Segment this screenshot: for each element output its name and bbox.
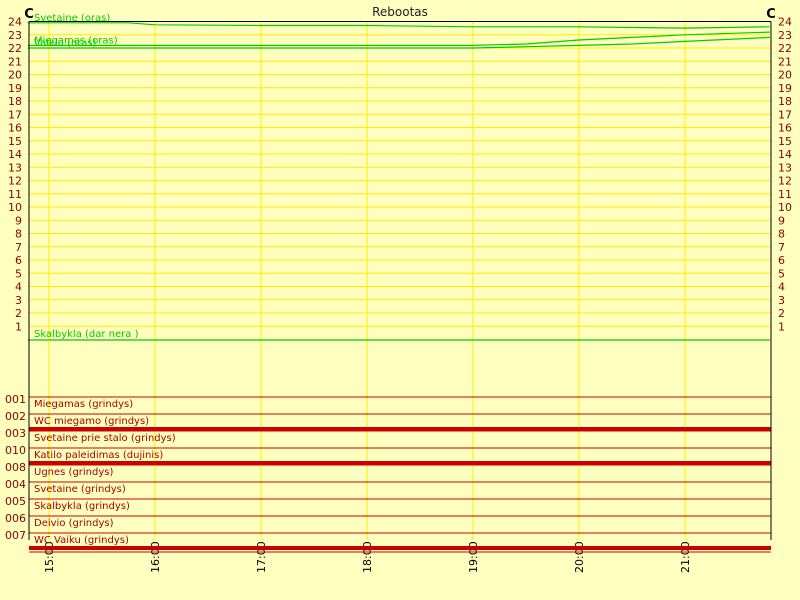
y-tick-label-right: 22 [778,42,792,55]
status-row-label: Deivio (grindys) [34,518,114,529]
status-row-label: Svetaine (grindys) [34,484,126,495]
y-tick-label-right: 2 [778,307,785,320]
status-row-code: 003 [5,427,26,440]
y-tick-label-right: 4 [778,281,785,294]
chart-title: Rebootas [372,5,428,19]
y-tick-label-right: 6 [778,254,785,267]
y-tick-label-left: 11 [8,188,22,201]
y-tick-label-right: 1 [778,320,785,333]
series-label: Miegamas (oras) [34,35,118,46]
y-tick-label-right: 13 [778,161,792,174]
y-tick-label-left: 13 [8,161,22,174]
y-tick-label-left: 9 [15,214,22,227]
y-tick-label-right: 3 [778,294,785,307]
y-tick-label-right: 5 [778,267,785,280]
y-tick-label-left: 18 [8,95,22,108]
y-tick-label-left: 2 [15,307,22,320]
status-row-label: Katilo paleidimas (dujinis) [34,450,163,461]
y-tick-label-left: 1 [15,320,22,333]
status-row-code: 005 [5,495,26,508]
series-label: Skalbykla (dar nera ) [34,329,139,340]
series-line [27,22,770,29]
status-row-code: 004 [5,478,26,491]
status-row-label: WC Vaiku (grindys) [34,535,129,546]
series-line [27,31,770,47]
status-row-label: Skalbykla (grindys) [34,501,130,512]
y-tick-label-right: 10 [778,201,792,214]
y-tick-label-left: 24 [8,16,22,29]
y-tick-label-left: 14 [8,148,22,161]
y-tick-label-right: 7 [778,241,785,254]
y-tick-label-right: 8 [778,228,785,241]
y-tick-label-right: 19 [778,82,792,95]
status-row-code: 010 [5,444,26,457]
y-tick-label-left: 10 [8,201,22,214]
y-tick-label-right: 23 [778,29,792,42]
series-label: Svetaine (oras) [34,13,110,24]
y-tick-label-left: 20 [8,69,22,82]
y-tick-label-right: 11 [778,188,792,201]
y-tick-label-left: 21 [8,55,22,68]
left-unit-label: C [24,7,34,22]
status-row-label: Svetaine prie stalo (grindys) [34,433,176,444]
status-row-label: WC miegamo (grindys) [34,416,149,427]
y-tick-label-right: 21 [778,55,792,68]
status-row-code: 006 [5,512,26,525]
y-tick-label-right: 9 [778,214,785,227]
y-tick-label-left: 5 [15,267,22,280]
y-tick-label-left: 15 [8,135,22,148]
series-line [27,36,770,49]
y-tick-label-left: 12 [8,175,22,188]
y-tick-label-left: 6 [15,254,22,267]
y-tick-label-left: 16 [8,122,22,135]
y-tick-label-right: 24 [778,16,792,29]
y-tick-label-right: 20 [778,69,792,82]
y-tick-label-right: 15 [778,135,792,148]
status-row-code: 008 [5,461,26,474]
status-row-label: Miegamas (grindys) [34,399,133,410]
status-row-label: Ugnes (grindys) [34,467,113,478]
y-tick-label-left: 4 [15,281,22,294]
y-tick-label-left: 22 [8,42,22,55]
y-tick-label-right: 12 [778,175,792,188]
y-tick-label-left: 17 [8,108,22,121]
status-row-code: 007 [5,529,26,542]
series-label: Vaikiu (oras) [34,38,97,49]
y-tick-label-left: 8 [15,228,22,241]
y-tick-label-right: 17 [778,108,792,121]
y-tick-label-right: 18 [778,95,792,108]
status-row-code: 002 [5,410,26,423]
y-tick-label-right: 16 [778,122,792,135]
y-tick-label-left: 19 [8,82,22,95]
right-unit-label: C [766,7,776,22]
y-tick-label-left: 7 [15,241,22,254]
status-row-code: 001 [5,393,26,406]
y-tick-label-right: 14 [778,148,792,161]
y-tick-label-left: 23 [8,29,22,42]
y-tick-label-left: 3 [15,294,22,307]
